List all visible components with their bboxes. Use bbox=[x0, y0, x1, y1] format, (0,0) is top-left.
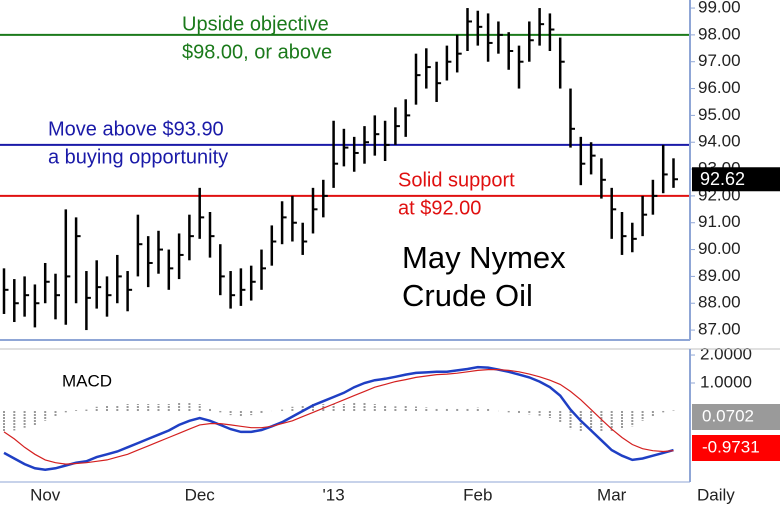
annotation: a buying opportunity bbox=[48, 146, 228, 168]
last-value-label: 0.0702 bbox=[702, 406, 754, 425]
chart-title: MACD bbox=[62, 371, 112, 390]
last-value-box bbox=[692, 435, 780, 461]
annotation: Upside objective bbox=[182, 13, 329, 35]
annotation: Solid support bbox=[398, 169, 515, 191]
y-tick-label: 87.00 bbox=[698, 320, 741, 339]
y-tick-label: 90.00 bbox=[698, 239, 741, 258]
chart-title: May Nymex bbox=[402, 240, 566, 275]
price-panel: 87.0088.0089.0090.0091.0092.0093.0094.00… bbox=[0, 0, 780, 339]
y-tick-label: 89.00 bbox=[698, 266, 741, 285]
y-tick-label: 2.0000 bbox=[700, 345, 752, 364]
x-tick-label: Feb bbox=[463, 485, 492, 504]
annotation: at $92.00 bbox=[398, 197, 481, 219]
x-tick-label: Dec bbox=[185, 485, 216, 504]
chart-title: Crude Oil bbox=[402, 278, 533, 313]
last-value-label: -0.9731 bbox=[702, 437, 760, 456]
x-tick-label: Nov bbox=[30, 485, 61, 504]
y-tick-label: 94.00 bbox=[698, 132, 741, 151]
y-tick-label: 91.00 bbox=[698, 212, 741, 231]
y-tick-label: 95.00 bbox=[698, 105, 741, 124]
y-tick-label: 98.00 bbox=[698, 24, 741, 43]
series-line bbox=[3, 365, 674, 471]
last-price-label: 92.62 bbox=[700, 169, 745, 189]
last-value-box bbox=[692, 404, 780, 430]
y-tick-label: 99.00 bbox=[698, 0, 741, 17]
last-price-box bbox=[692, 167, 780, 192]
annotation: $98.00, or above bbox=[182, 41, 332, 63]
y-tick-label: 97.00 bbox=[698, 51, 741, 70]
y-tick-label: 96.00 bbox=[698, 78, 741, 97]
series-line bbox=[3, 369, 674, 465]
annotation: Move above $93.90 bbox=[48, 118, 224, 140]
y-tick-label: 1.0000 bbox=[700, 372, 752, 391]
x-tick-label: '13 bbox=[323, 485, 345, 504]
x-tick-label: Mar bbox=[597, 485, 627, 504]
x-axis-label: Daily bbox=[697, 485, 735, 504]
y-tick-label: 88.00 bbox=[698, 293, 741, 312]
